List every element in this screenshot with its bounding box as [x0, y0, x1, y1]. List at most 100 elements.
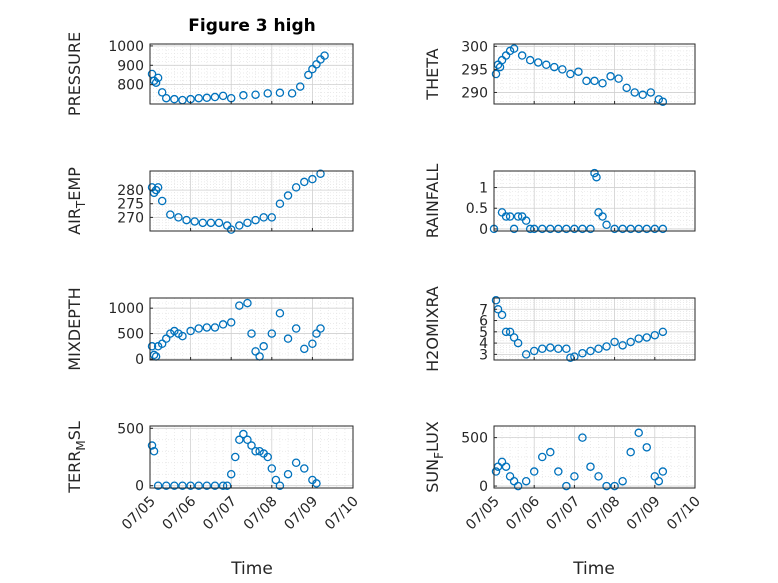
data-point: [202, 481, 212, 490]
data-point: [521, 476, 531, 486]
data-point: [592, 172, 601, 182]
data-point: [210, 92, 220, 102]
panel-mixdepth: 0 500 1000 MIXDEPTH: [65, 287, 354, 371]
data-point: [598, 78, 607, 88]
y-tick-label: 1: [479, 181, 488, 197]
data-point: [554, 467, 563, 476]
y-tick-label: 0: [135, 352, 144, 368]
data-point: [243, 435, 252, 445]
data-point: [194, 481, 203, 490]
data-point: [602, 220, 611, 230]
data-point: [634, 224, 643, 234]
data-point: [497, 310, 507, 320]
y-tick-label: 295: [461, 62, 488, 78]
data-point: [151, 78, 161, 87]
data-point: [174, 213, 183, 222]
y-tick-label: 290: [461, 85, 488, 101]
x-tick-label: 07/07: [543, 494, 583, 534]
data-point: [255, 447, 264, 456]
y-tick-label: 500: [117, 421, 144, 437]
data-point: [529, 346, 539, 356]
data-point: [622, 83, 631, 93]
data-point: [610, 481, 619, 491]
data-point: [267, 329, 277, 338]
data-point: [638, 90, 647, 100]
data-point: [582, 76, 591, 86]
data-point: [157, 196, 167, 206]
data-point: [525, 55, 535, 65]
x-tick-label: 07/06: [160, 493, 200, 533]
data-point: [283, 191, 293, 200]
data-point: [618, 224, 627, 234]
data-point: [312, 479, 321, 488]
y-tick-label: 3: [479, 347, 488, 363]
panel-rainfall: 0 0.5 1 RAINFALL: [423, 164, 696, 239]
data-point: [491, 467, 501, 476]
y-tick-label: 0.5: [466, 201, 488, 217]
data-point: [170, 481, 179, 490]
data-point: [226, 469, 236, 479]
data-point: [650, 330, 660, 340]
data-point: [606, 72, 615, 81]
data-point: [295, 82, 305, 91]
x-tick-label: 07/08: [241, 494, 281, 534]
data-point: [161, 93, 171, 103]
data-point: [501, 327, 511, 337]
data-point: [161, 334, 171, 343]
data-point: [235, 221, 244, 230]
data-point: [186, 481, 195, 490]
data-point: [202, 323, 212, 332]
data-point: [537, 452, 547, 462]
x-tick-label: 07/05: [119, 494, 159, 534]
data-point: [562, 344, 571, 353]
data-point: [658, 224, 668, 234]
y-axis-label: H2OMIXRA: [423, 286, 442, 372]
data-point: [602, 342, 611, 351]
panel-theta: 290 295 300 THETA: [423, 39, 696, 106]
data-point: [562, 224, 571, 234]
data-point: [554, 224, 563, 234]
data-point: [316, 169, 325, 178]
axes-box: [493, 425, 696, 489]
data-point: [513, 481, 523, 491]
data-point: [554, 344, 563, 353]
data-point: [509, 224, 519, 234]
axes-box: [149, 170, 354, 232]
data-point: [570, 472, 579, 481]
data-point: [308, 174, 317, 184]
data-point: [509, 333, 519, 342]
axes-box: [149, 43, 354, 105]
data-point: [267, 464, 277, 473]
y-tick-label: 270: [117, 210, 144, 226]
data-point: [235, 301, 244, 310]
y-tick-label: 0: [135, 479, 144, 495]
data-point: [218, 91, 228, 101]
data-point: [147, 441, 157, 450]
data-point: [275, 88, 285, 98]
data-point: [178, 481, 187, 490]
plot-area: [150, 426, 353, 488]
data-point: [658, 467, 668, 476]
data-point: [263, 89, 272, 98]
data-point: [501, 212, 511, 221]
data-point: [537, 224, 547, 234]
y-axis-label: RAINFALL: [423, 164, 442, 239]
y-tick-label: 5: [479, 325, 488, 341]
data-point: [578, 433, 587, 442]
y-tick-label: 1000: [108, 301, 144, 317]
panel-pressure: 800 900 1000 PRESSURE: [65, 32, 354, 116]
data-point: [505, 327, 515, 337]
data-point: [312, 329, 321, 338]
data-point: [521, 350, 531, 359]
data-point: [275, 308, 285, 318]
data-point: [166, 210, 175, 219]
data-point: [210, 481, 220, 490]
axes-box: [493, 43, 696, 105]
y-axis-label: MIXDEPTH: [65, 287, 84, 370]
data-point: [308, 339, 317, 348]
x-tick-label: 07/10: [322, 494, 362, 534]
data-point: [287, 89, 297, 98]
data-point: [542, 60, 551, 70]
axes-box: [149, 297, 354, 361]
